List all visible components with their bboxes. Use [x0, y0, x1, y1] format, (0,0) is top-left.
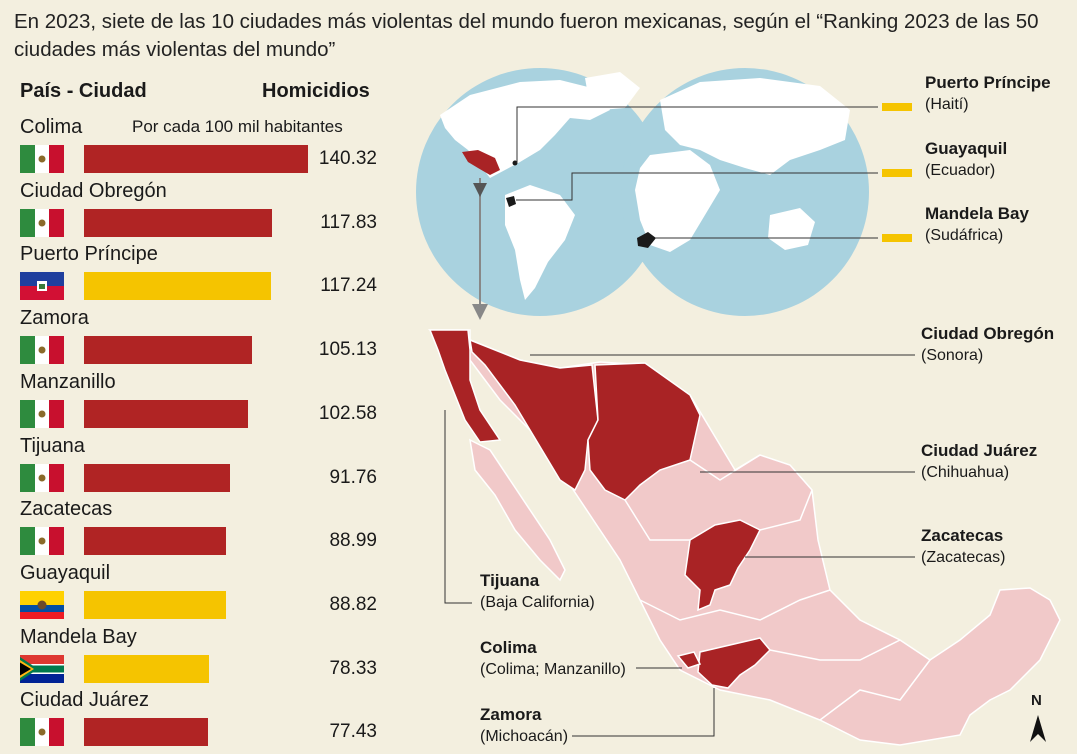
mexico-flag-icon: [20, 527, 64, 556]
value-label: 88.99: [329, 530, 377, 552]
bar: [84, 654, 210, 683]
city-label: Zacatecas: [20, 498, 113, 521]
colima: [676, 651, 702, 669]
baja-california: [428, 329, 502, 443]
label-colima: Colima (Colima; Manzanillo): [480, 638, 626, 678]
baja-california-sur: [469, 438, 566, 582]
label-zamora: Zamora (Michoacán): [480, 705, 569, 745]
value-label: 91.76: [329, 466, 377, 488]
world-map: [416, 68, 878, 320]
ecuador-flag-icon: [20, 590, 64, 619]
label-ciudad-obregon: Ciudad Obregón (Sonora): [921, 324, 1055, 364]
mexico-flag-icon: [20, 463, 64, 492]
label-ciudad-juarez: Ciudad Juárez (Chihuahua): [921, 441, 1038, 481]
value-label: 117.24: [320, 275, 377, 297]
header-homicides: Homicidios: [262, 80, 370, 102]
value-label: 140.32: [318, 148, 377, 169]
bar: [84, 208, 273, 237]
value-label: 78.33: [329, 657, 377, 679]
value-label: 88.82: [329, 593, 377, 615]
mexico-flag-icon: [20, 208, 64, 237]
bar: [84, 145, 308, 173]
leader-tijuana: [444, 410, 472, 604]
header-country-city: País - Ciudad: [20, 80, 147, 102]
city-label: Manzanillo: [20, 370, 116, 393]
label-mandela-bay: Mandela Bay (Sudáfrica): [925, 204, 1029, 244]
leader-puerto-principe: [516, 106, 878, 163]
bar: [84, 336, 252, 365]
bar: [84, 527, 227, 556]
africa: [635, 150, 720, 252]
haiti-marker: [512, 160, 518, 166]
haiti-flag-icon: [20, 272, 64, 301]
arrow-head: [472, 304, 488, 320]
label-guayaquil: Guayaquil (Ecuador): [925, 139, 1008, 179]
mexico-flag-icon: [20, 399, 64, 428]
australia: [768, 208, 815, 250]
label-tijuana: Tijuana (Baja California): [480, 571, 595, 611]
city-label: Ciudad Obregón: [20, 179, 167, 202]
value-label: 77.43: [329, 721, 377, 743]
mexico-flag-icon: [20, 145, 64, 173]
south-africa-flag-icon: [20, 654, 64, 683]
legend-tick-guayaquil: [882, 169, 912, 177]
arrow-tail: [473, 183, 487, 197]
mexico-map: [427, 329, 1061, 746]
legend-tick-puerto-principe: [882, 103, 912, 111]
michoacan: [697, 637, 772, 689]
mexico-flag-icon: [20, 718, 64, 747]
north-arrow-icon: [1030, 715, 1046, 742]
city-label: Tijuana: [20, 434, 85, 457]
bar: [84, 718, 208, 747]
mexico-flag-icon: [20, 336, 64, 365]
zacatecas: [684, 519, 762, 612]
header-units: Por cada 100 mil habitantes: [132, 117, 343, 136]
city-label: Ciudad Juárez: [20, 689, 149, 712]
label-puerto-principe: Puerto Príncipe (Haití): [925, 73, 1051, 113]
bar: [84, 463, 231, 492]
leader-zamora: [572, 688, 715, 737]
north-label: N: [1031, 692, 1042, 709]
bar: [84, 272, 272, 301]
ecuador-marker: [506, 196, 516, 207]
greenland: [585, 72, 640, 110]
value-label: 105.13: [318, 339, 377, 361]
chihuahua: [587, 362, 701, 501]
mexico-highlight: [462, 150, 500, 175]
bar: [84, 399, 248, 428]
bar: [84, 590, 226, 619]
value-label: 117.83: [320, 211, 377, 233]
legend-tick-mandela-bay: [882, 234, 912, 242]
chart-title: En 2023, siete de las 10 ciudades más vi…: [14, 10, 1039, 61]
south-africa-marker: [637, 232, 656, 248]
city-label: Guayaquil: [20, 561, 111, 584]
city-label: Zamora: [20, 307, 89, 330]
south-america: [505, 185, 575, 300]
eurasia: [660, 78, 850, 175]
leader-guayaquil: [516, 172, 878, 201]
sonora: [469, 338, 599, 492]
city-label: Puerto Príncipe: [20, 243, 158, 266]
label-zacatecas: Zacatecas (Zacatecas): [921, 526, 1006, 566]
value-label: 102.58: [318, 402, 377, 424]
city-label: Mandela Bay: [20, 625, 137, 648]
city-label: Colima: [20, 116, 83, 138]
